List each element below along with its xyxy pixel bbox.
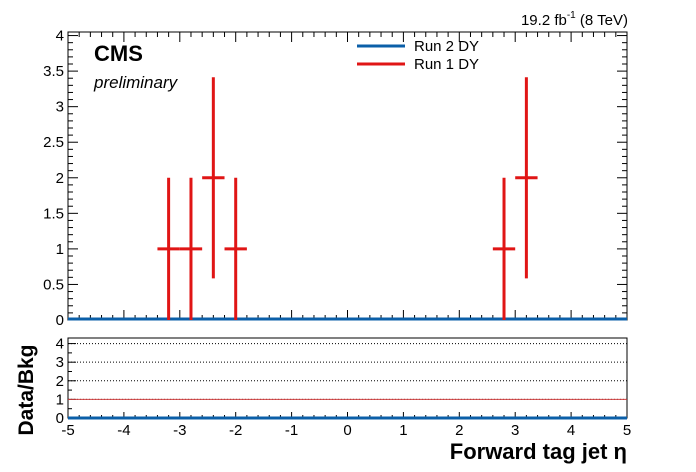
y-tick-label: 2 [56, 373, 64, 390]
lumi-energy: (8 TeV) [576, 12, 628, 29]
x-axis-label: Forward tag jet η [450, 439, 627, 464]
cms-label: CMS [94, 41, 143, 66]
y-tick-label: 4 [56, 336, 64, 353]
run1-dy-point [224, 177, 247, 320]
main-plot-panel: 0 0.5 1 1.5 2 2.5 3 3.5 4 CMS preliminary Run 2 … [43, 28, 628, 329]
x-tick-label: -1 [285, 422, 298, 439]
x-tick-label: 5 [623, 422, 631, 439]
y-tick-label: 3 [56, 354, 64, 371]
x-tick-label: 0 [343, 422, 351, 439]
legend-entry-label: Run 2 DY [414, 38, 479, 55]
y-tick-label: 3 [56, 99, 64, 116]
run1-dy-point [179, 177, 203, 320]
x-tick-label: 3 [511, 422, 519, 439]
y-tick-label: 2.5 [43, 134, 64, 151]
x-tick-label: 2 [455, 422, 463, 439]
y-tick-label: 0 [56, 312, 64, 329]
y-tick-label: 0 [56, 410, 64, 427]
x-tick-label: -3 [173, 422, 186, 439]
ratio-y-axis-label: Data/Bkg [15, 344, 38, 435]
x-tick-label: -5 [61, 422, 74, 439]
y-tick-label: 0.5 [43, 276, 64, 293]
ratio-plot-frame [67, 337, 628, 419]
x-tick-label: 1 [399, 422, 407, 439]
legend-entry-label: Run 1 DY [414, 56, 479, 73]
x-tick-label: -4 [117, 422, 130, 439]
y-tick-label: 1.5 [43, 205, 64, 222]
x-tick-label: 4 [567, 422, 575, 439]
lumi-value: 19.2 fb [521, 12, 567, 29]
x-tick-label: -2 [229, 422, 242, 439]
preliminary-label: preliminary [93, 73, 179, 92]
run1-dy-point [515, 77, 538, 279]
y-tick-label: 1 [56, 391, 64, 408]
main-plot-axes: 0 0.5 1 1.5 2 2.5 3 3.5 4 [43, 28, 628, 329]
y-tick-label: 2 [56, 170, 64, 187]
y-tick-label: 3.5 [43, 63, 64, 80]
run1-dy-point [492, 177, 516, 320]
main-plot-series [68, 77, 627, 321]
luminosity-label: 19.2 fb-1 (8 TeV) [521, 10, 628, 29]
run1-dy-point [157, 177, 180, 320]
run1-dy-point [202, 77, 225, 279]
lumi-exponent: -1 [567, 10, 576, 21]
ratio-plot-series [68, 398, 627, 420]
y-tick-label: 4 [56, 28, 64, 45]
y-tick-label: 1 [56, 241, 64, 258]
